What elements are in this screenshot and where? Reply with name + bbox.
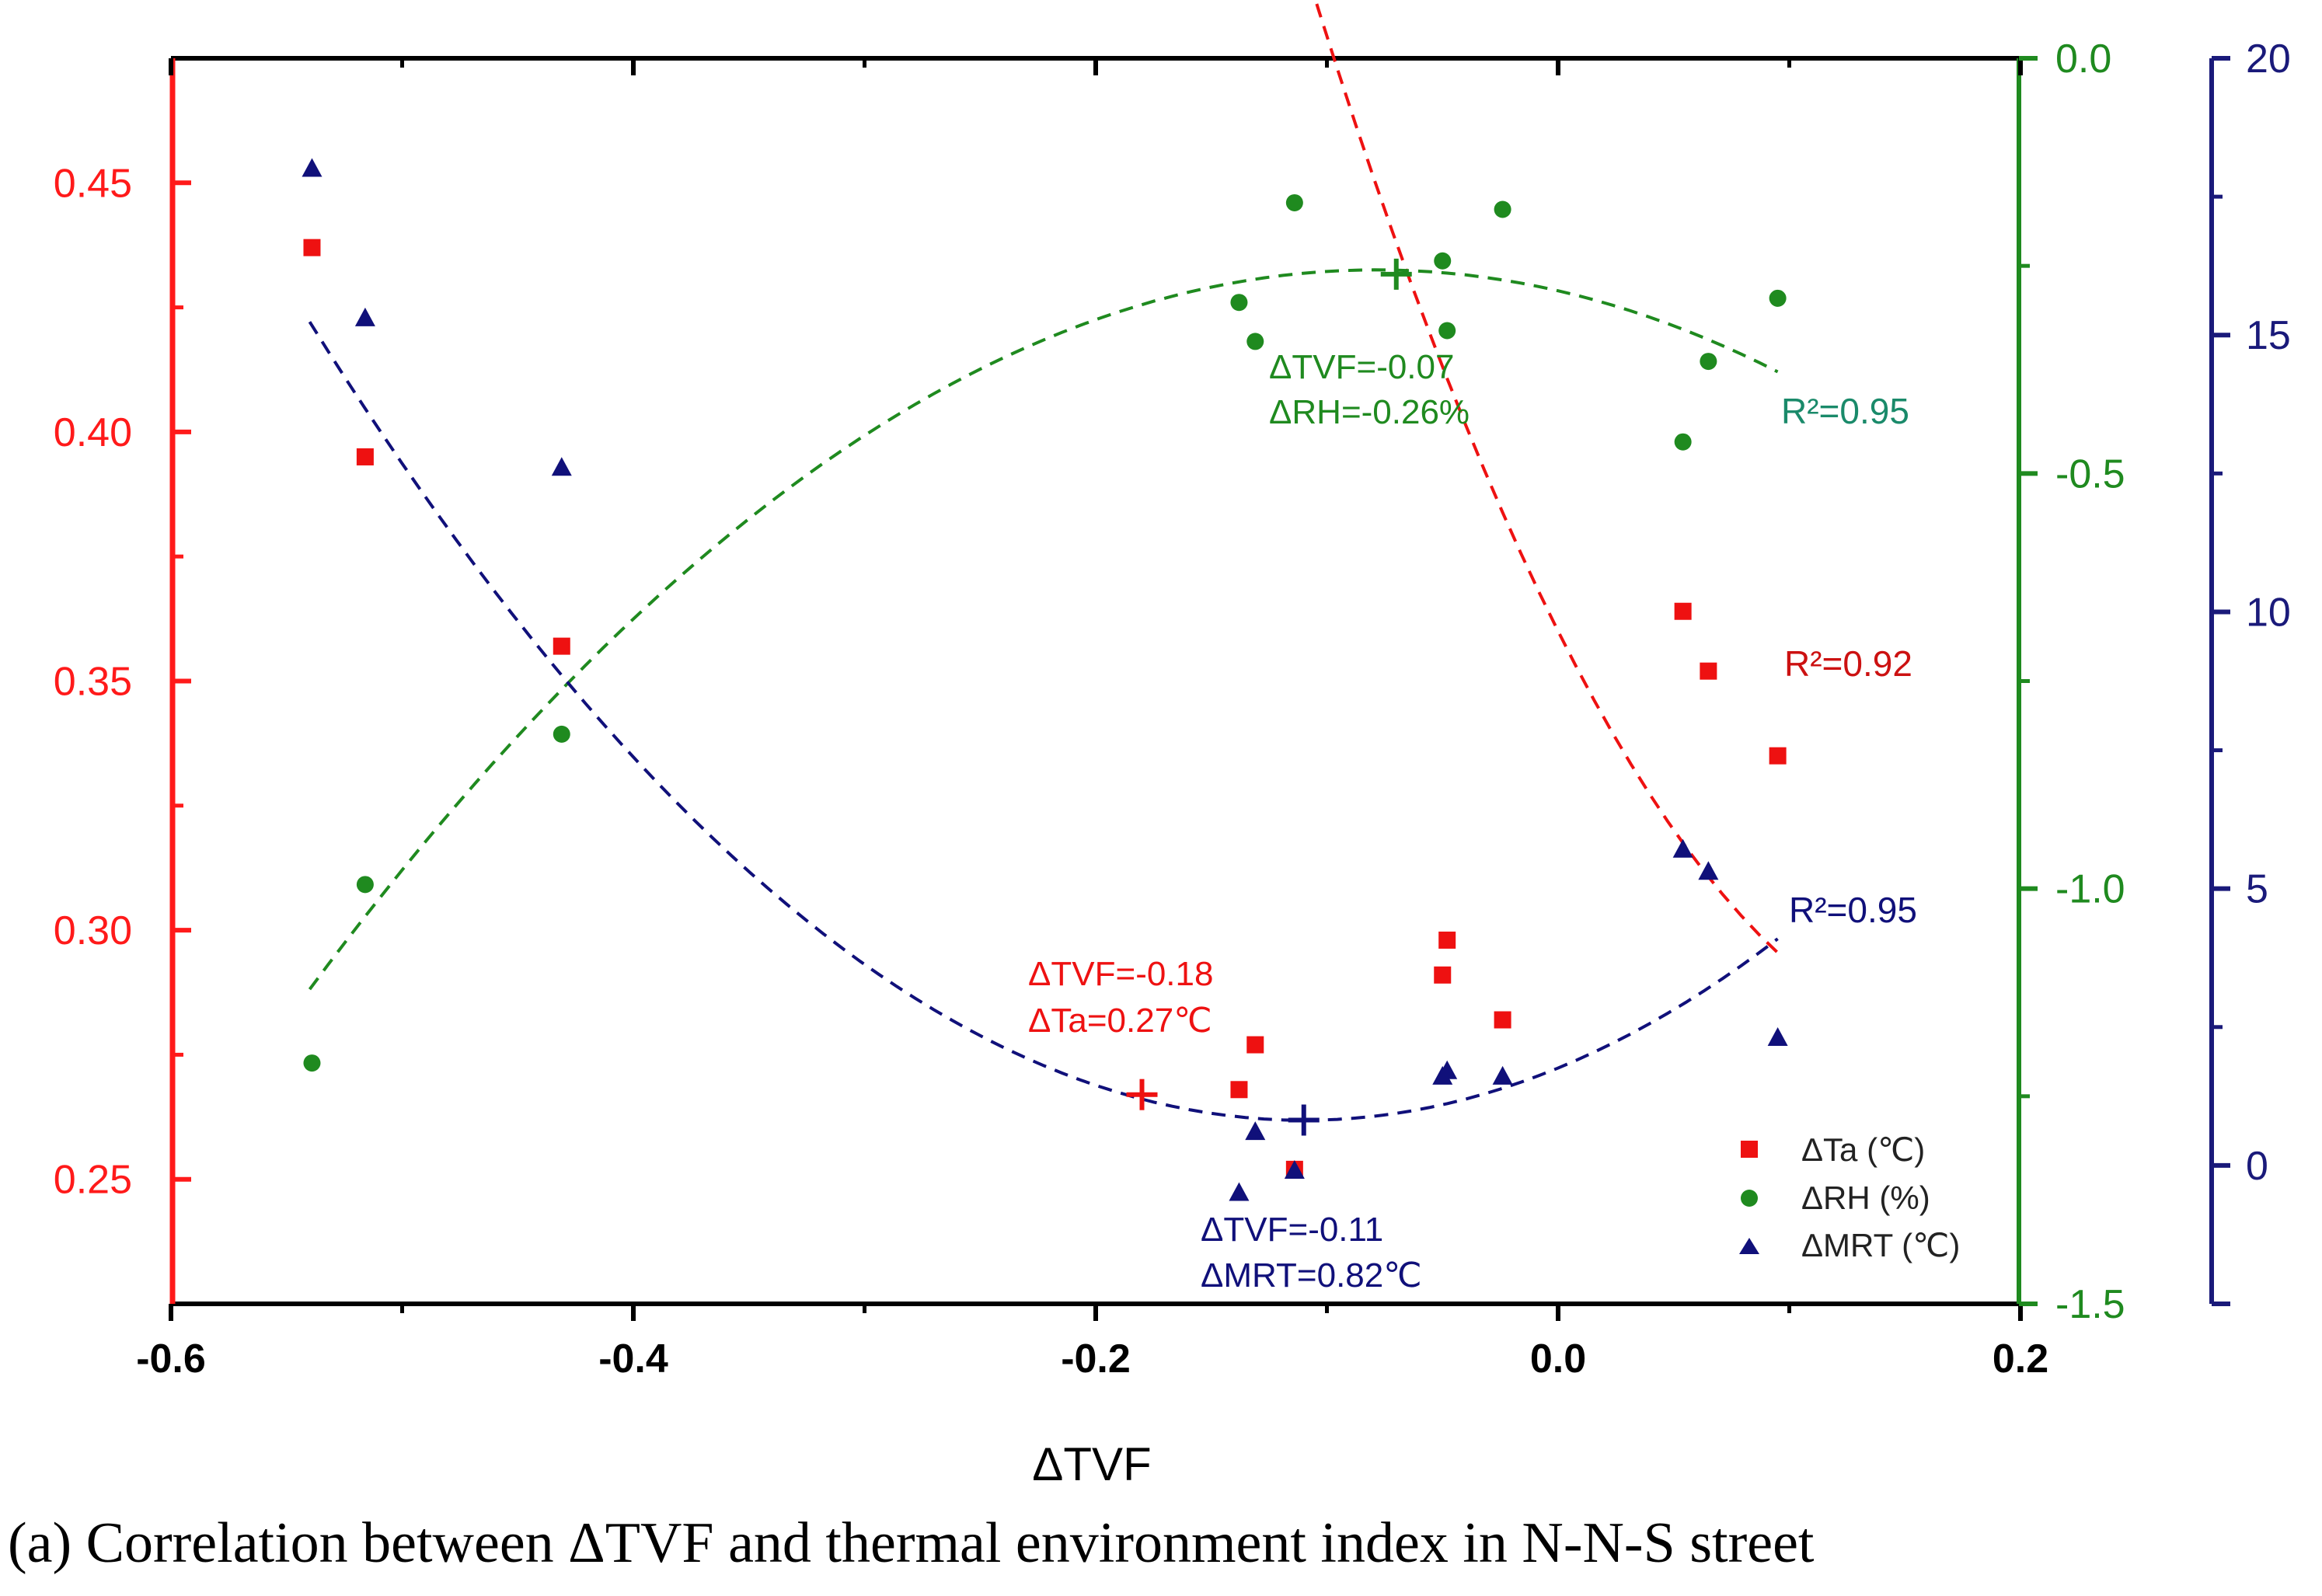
mrt-point: [1672, 838, 1693, 858]
figure-caption: (a) Correlation between ΔTVF and thermal…: [8, 1511, 1815, 1575]
mrt-tick-label: 15: [2246, 313, 2291, 358]
caption-prefix: (a): [8, 1511, 71, 1575]
mrt-point: [1284, 1160, 1305, 1180]
rh-point: [303, 1054, 321, 1072]
ta-point: [1674, 602, 1692, 620]
x-axis-label: ΔTVF: [1032, 1438, 1151, 1490]
ta-point: [1246, 1036, 1264, 1054]
rh-tick-label: -1.5: [2055, 1282, 2125, 1327]
vertex-markers: [1126, 258, 1412, 1136]
legend-label-rh: ΔRH (%): [1801, 1180, 1930, 1216]
ta-point: [1230, 1081, 1248, 1099]
rh-tick-label: -0.5: [2055, 451, 2125, 497]
x-tick-label: 0.0: [1530, 1336, 1586, 1382]
rh-fit-curve: [308, 268, 1779, 991]
mrt-point: [302, 158, 322, 177]
mrt-vertex-label-value: ΔMRT=0.82℃: [1201, 1256, 1422, 1295]
rh-tick-label: -1.0: [2055, 867, 2125, 912]
left-tick-label: 0.40: [54, 410, 132, 455]
left-tick-label: 0.25: [54, 1158, 132, 1203]
rh-point: [1769, 289, 1787, 307]
left-tick-label: 0.30: [54, 908, 132, 953]
ta-point: [303, 239, 321, 256]
x-tick-label: 0.2: [1993, 1336, 2048, 1382]
x-tick-label: -0.4: [598, 1336, 668, 1382]
mrt-tick-label: 5: [2246, 867, 2268, 912]
rh-point: [1246, 333, 1264, 350]
data-points: [302, 158, 1788, 1201]
x-axis-ticks: -0.6 -0.4 -0.2 0.0 0.2: [136, 58, 2048, 1382]
rh-point: [1494, 200, 1511, 218]
ta-vertex-label-tvf: ΔTVF=-0.18: [1028, 955, 1213, 993]
left-tick-label: 0.45: [54, 161, 132, 206]
rh-point: [356, 876, 374, 894]
rh-point: [1230, 294, 1248, 312]
mrt-point: [1767, 1027, 1788, 1047]
legend-label-mrt: ΔMRT (℃): [1801, 1227, 1960, 1263]
left-y-axis-ticks: 0.25 0.30 0.35 0.40 0.45: [54, 161, 191, 1203]
mrt-vertex-label-tvf: ΔTVF=-0.11: [1201, 1211, 1383, 1249]
fit-curves: [308, 0, 1779, 1122]
legend-label-ta: ΔTa (℃): [1801, 1131, 1925, 1168]
ta-point: [1438, 931, 1456, 949]
rh-r2-label: R²=0.95: [1781, 391, 1909, 431]
mrt-fit-curve: [308, 321, 1779, 1122]
rh-tick-label: 0.0: [2055, 37, 2111, 82]
legend: ΔTa (℃) ΔRH (%) ΔMRT (℃): [1739, 1131, 1960, 1263]
ta-point: [1700, 662, 1717, 680]
ta-point: [1769, 747, 1787, 765]
mrt-tick-label: 10: [2246, 590, 2291, 635]
mrt-r2-label: R²=0.95: [1789, 890, 1917, 930]
mrt-point: [551, 457, 572, 476]
ta-fit-curve: [1313, 0, 1779, 954]
ta-point: [356, 448, 374, 465]
rh-point: [553, 725, 570, 743]
mrt-point: [1698, 861, 1719, 880]
mrt-tick-label: 20: [2246, 37, 2291, 82]
rh-point: [1285, 193, 1303, 211]
mrt-point: [1229, 1182, 1250, 1201]
rh-point: [1434, 252, 1452, 270]
mrt-tick-label: 0: [2246, 1144, 2268, 1189]
rh-point: [1674, 433, 1692, 451]
rh-vertex-label-tvf: ΔTVF=-0.07: [1269, 348, 1454, 386]
caption-text: Correlation between ΔTVF and thermal env…: [71, 1511, 1815, 1575]
x-tick-label: -0.2: [1061, 1336, 1131, 1382]
legend-marker-rh: [1741, 1190, 1758, 1207]
left-tick-label: 0.35: [54, 660, 132, 705]
ta-vertex-label-value: ΔTa=0.27℃: [1028, 1002, 1212, 1040]
legend-marker-ta: [1741, 1141, 1758, 1158]
ta-r2-label: R²=0.92: [1784, 643, 1912, 684]
mrt-point: [1245, 1121, 1266, 1141]
ta-point: [1434, 966, 1452, 984]
rh-y-axis-ticks: -1.5 -1.0 -0.5 0.0: [2019, 37, 2125, 1327]
ta-point: [1494, 1011, 1511, 1029]
rh-point: [1438, 322, 1456, 340]
mrt-y-axis-ticks: 0 5 10 15 20: [2212, 37, 2291, 1306]
mrt-point: [1492, 1065, 1513, 1085]
x-tick-label: -0.6: [136, 1336, 206, 1382]
rh-vertex-label-value: ΔRH=-0.26%: [1269, 393, 1470, 431]
rh-point: [1700, 353, 1717, 371]
ta-point: [553, 637, 570, 655]
mrt-point: [354, 307, 375, 326]
legend-marker-mrt: [1739, 1238, 1759, 1254]
mrt-point: [1437, 1060, 1458, 1079]
